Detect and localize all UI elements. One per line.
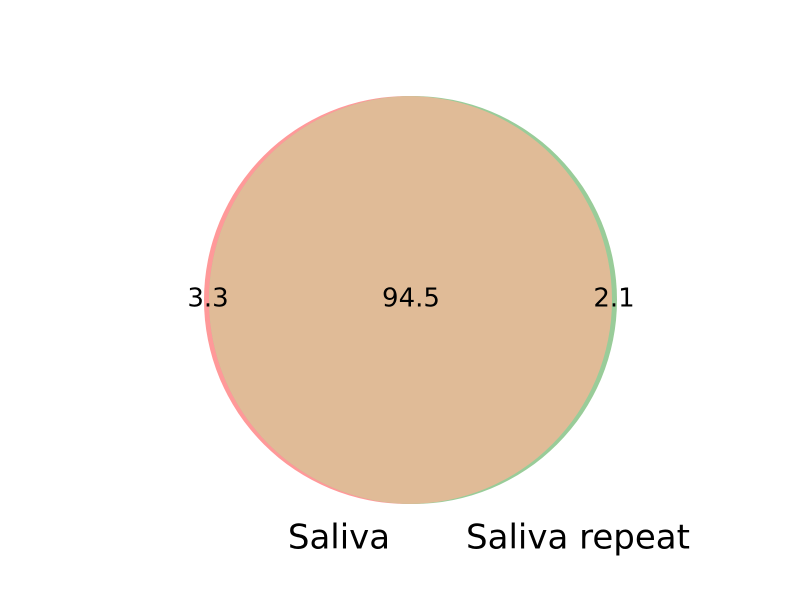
overlap-region <box>209 96 612 504</box>
saliva-repeat-set-label: Saliva repeat <box>466 518 690 558</box>
overlap-value: 94.5 <box>382 284 440 314</box>
saliva-only-value: 3.3 <box>187 284 228 314</box>
saliva-repeat-only-value: 2.1 <box>593 284 634 314</box>
saliva-set-label: Saliva <box>288 518 390 558</box>
